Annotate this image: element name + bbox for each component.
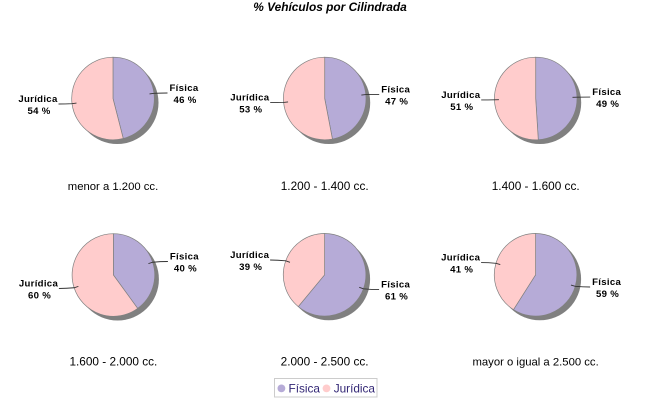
svg-text:47 %: 47 % <box>385 96 408 107</box>
svg-text:46 %: 46 % <box>173 95 196 106</box>
svg-text:61 %: 61 % <box>385 292 408 303</box>
svg-text:Física: Física <box>289 382 321 396</box>
svg-text:Jurídica: Jurídica <box>441 253 481 264</box>
svg-text:49 %: 49 % <box>596 99 619 110</box>
svg-text:41 %: 41 % <box>450 265 473 276</box>
svg-text:Jurídica: Jurídica <box>230 250 270 261</box>
svg-text:1.200 - 1.400 cc.: 1.200 - 1.400 cc. <box>281 179 369 193</box>
svg-text:Física: Física <box>381 280 410 291</box>
svg-text:39 %: 39 % <box>239 262 262 273</box>
svg-text:% Vehículos por Cilindrada: % Vehículos por Cilindrada <box>253 0 407 14</box>
svg-text:53 %: 53 % <box>239 105 262 116</box>
svg-text:Física: Física <box>592 277 621 288</box>
svg-text:Jurídica: Jurídica <box>19 279 59 290</box>
svg-text:1.400 - 1.600 cc.: 1.400 - 1.600 cc. <box>492 179 580 193</box>
svg-text:54 %: 54 % <box>27 106 50 117</box>
svg-text:60 %: 60 % <box>28 291 51 302</box>
svg-text:2.000 - 2.500 cc.: 2.000 - 2.500 cc. <box>281 354 369 368</box>
svg-text:Física: Física <box>170 83 199 94</box>
svg-text:Jurídica: Jurídica <box>441 90 481 101</box>
svg-text:Física: Física <box>170 252 199 263</box>
svg-text:Jurídica: Jurídica <box>18 94 58 105</box>
svg-text:51 %: 51 % <box>450 102 473 113</box>
svg-text:Jurídica: Jurídica <box>334 382 376 396</box>
svg-text:menor a 1.200 cc.: menor a 1.200 cc. <box>68 181 158 193</box>
svg-text:1.600 - 2.000 cc.: 1.600 - 2.000 cc. <box>69 354 157 368</box>
svg-text:mayor o igual a 2.500 cc.: mayor o igual a 2.500 cc. <box>472 356 598 368</box>
svg-text:Física: Física <box>592 87 621 98</box>
svg-text:Jurídica: Jurídica <box>230 93 270 104</box>
svg-text:59 %: 59 % <box>596 289 619 300</box>
svg-text:40 %: 40 % <box>174 264 197 275</box>
svg-text:Física: Física <box>381 84 410 95</box>
